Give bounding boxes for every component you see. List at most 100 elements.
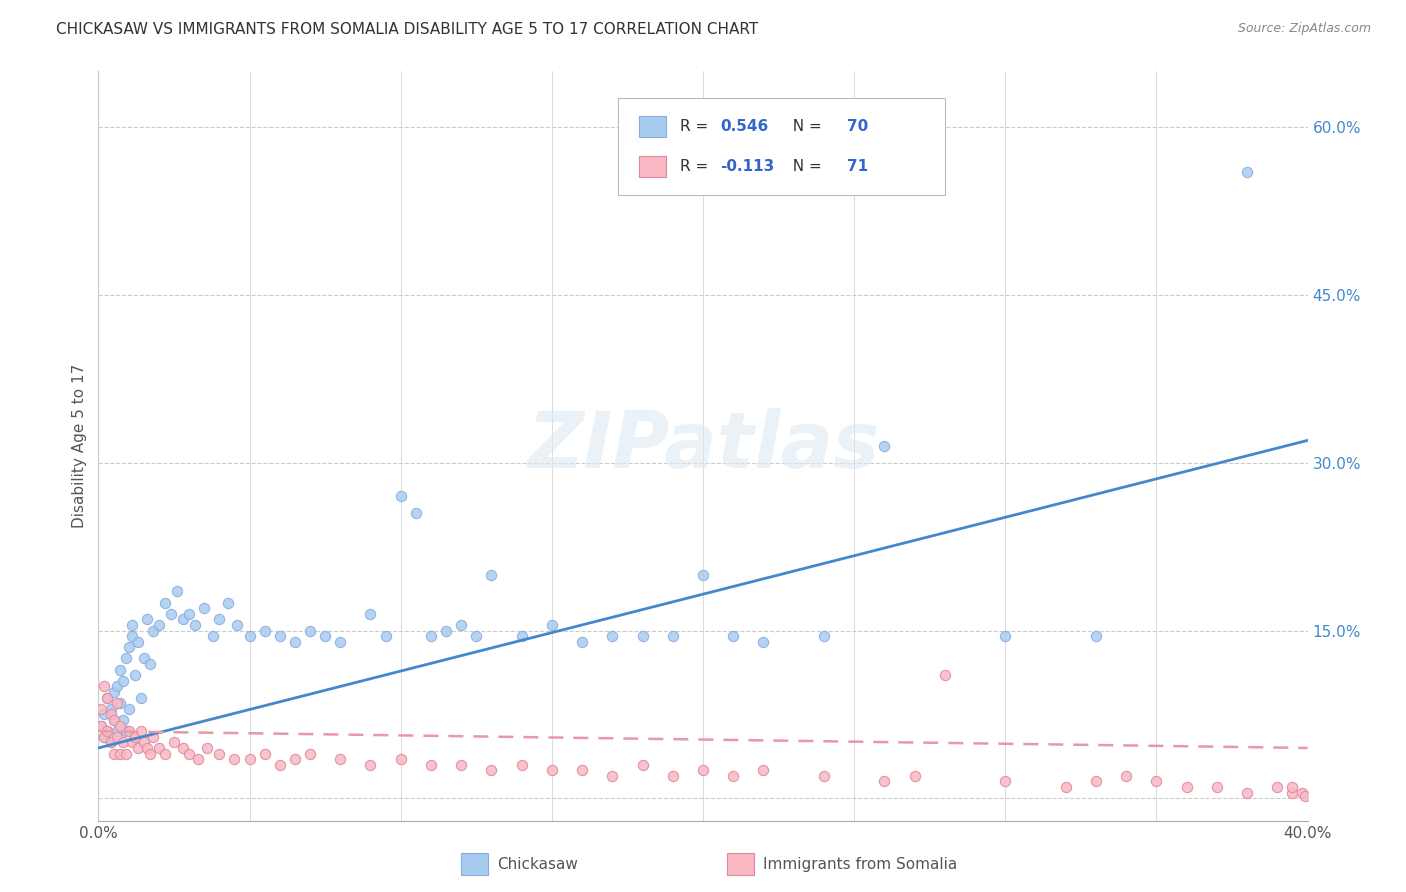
Point bbox=[253, 624, 276, 638]
Point bbox=[661, 629, 683, 643]
Point bbox=[105, 680, 128, 694]
Point bbox=[994, 774, 1017, 789]
Point bbox=[1281, 786, 1303, 800]
Text: N =: N = bbox=[783, 159, 827, 174]
Point bbox=[111, 713, 134, 727]
Point bbox=[124, 730, 146, 744]
Point bbox=[873, 439, 896, 453]
Point bbox=[752, 764, 775, 778]
Point bbox=[1085, 629, 1108, 643]
Point bbox=[129, 724, 152, 739]
Point bbox=[510, 757, 533, 772]
Point bbox=[121, 618, 143, 632]
Point bbox=[103, 685, 125, 699]
Point bbox=[90, 718, 112, 732]
Point bbox=[813, 629, 835, 643]
Point bbox=[172, 612, 194, 626]
Point bbox=[1206, 780, 1229, 794]
Point bbox=[172, 741, 194, 756]
Point bbox=[135, 741, 157, 756]
Point bbox=[105, 730, 128, 744]
Point bbox=[540, 764, 562, 778]
Point bbox=[631, 629, 654, 643]
Point bbox=[420, 757, 443, 772]
Point bbox=[93, 730, 115, 744]
Point bbox=[434, 624, 457, 638]
Point bbox=[450, 618, 472, 632]
Point bbox=[1281, 780, 1303, 794]
Point bbox=[108, 747, 131, 761]
Point bbox=[1175, 780, 1198, 794]
Point bbox=[284, 752, 307, 766]
Point bbox=[179, 607, 201, 621]
Point bbox=[179, 747, 201, 761]
Point bbox=[994, 629, 1017, 643]
Point bbox=[105, 696, 128, 710]
Point bbox=[93, 730, 115, 744]
Point bbox=[142, 730, 165, 744]
Point bbox=[602, 769, 624, 783]
Point bbox=[105, 724, 128, 739]
Point bbox=[208, 747, 231, 761]
Point bbox=[510, 629, 533, 643]
Point bbox=[96, 690, 118, 705]
Point bbox=[571, 634, 593, 648]
Point bbox=[148, 741, 170, 756]
Point bbox=[103, 747, 125, 761]
Text: R =: R = bbox=[681, 119, 713, 134]
Point bbox=[100, 707, 122, 722]
Point bbox=[163, 735, 186, 749]
Point bbox=[661, 769, 683, 783]
Point bbox=[269, 757, 291, 772]
Text: 70: 70 bbox=[846, 119, 868, 134]
Point bbox=[752, 634, 775, 648]
Point bbox=[96, 724, 118, 739]
Point bbox=[329, 752, 352, 766]
Text: Immigrants from Somalia: Immigrants from Somalia bbox=[763, 856, 957, 871]
Point bbox=[1291, 786, 1313, 800]
Point bbox=[114, 747, 136, 761]
Point bbox=[405, 506, 427, 520]
Point bbox=[571, 764, 593, 778]
Point bbox=[692, 764, 714, 778]
Point bbox=[96, 724, 118, 739]
Point bbox=[93, 680, 115, 694]
FancyBboxPatch shape bbox=[461, 853, 488, 875]
Point bbox=[127, 634, 149, 648]
Point bbox=[226, 618, 249, 632]
Point bbox=[118, 702, 141, 716]
Point bbox=[360, 607, 382, 621]
Point bbox=[813, 769, 835, 783]
Text: Chickasaw: Chickasaw bbox=[498, 856, 578, 871]
Point bbox=[100, 702, 122, 716]
Point bbox=[224, 752, 246, 766]
Point bbox=[1085, 774, 1108, 789]
Point bbox=[481, 567, 503, 582]
FancyBboxPatch shape bbox=[638, 116, 665, 137]
Point bbox=[450, 757, 472, 772]
Text: -0.113: -0.113 bbox=[720, 159, 775, 174]
FancyBboxPatch shape bbox=[619, 97, 945, 195]
Point bbox=[389, 752, 412, 766]
Point bbox=[90, 702, 112, 716]
Point bbox=[873, 774, 896, 789]
Point bbox=[153, 596, 176, 610]
Point bbox=[481, 764, 503, 778]
Point bbox=[153, 747, 176, 761]
Point bbox=[217, 596, 239, 610]
Point bbox=[108, 696, 131, 710]
Point bbox=[360, 757, 382, 772]
Text: 71: 71 bbox=[846, 159, 868, 174]
Point bbox=[692, 567, 714, 582]
Point bbox=[239, 629, 262, 643]
Point bbox=[540, 618, 562, 632]
Point bbox=[142, 624, 165, 638]
Point bbox=[135, 612, 157, 626]
FancyBboxPatch shape bbox=[638, 155, 665, 177]
Point bbox=[103, 713, 125, 727]
Point bbox=[1236, 786, 1258, 800]
Point bbox=[465, 629, 488, 643]
Point bbox=[329, 634, 352, 648]
Point bbox=[114, 724, 136, 739]
Point bbox=[90, 718, 112, 732]
